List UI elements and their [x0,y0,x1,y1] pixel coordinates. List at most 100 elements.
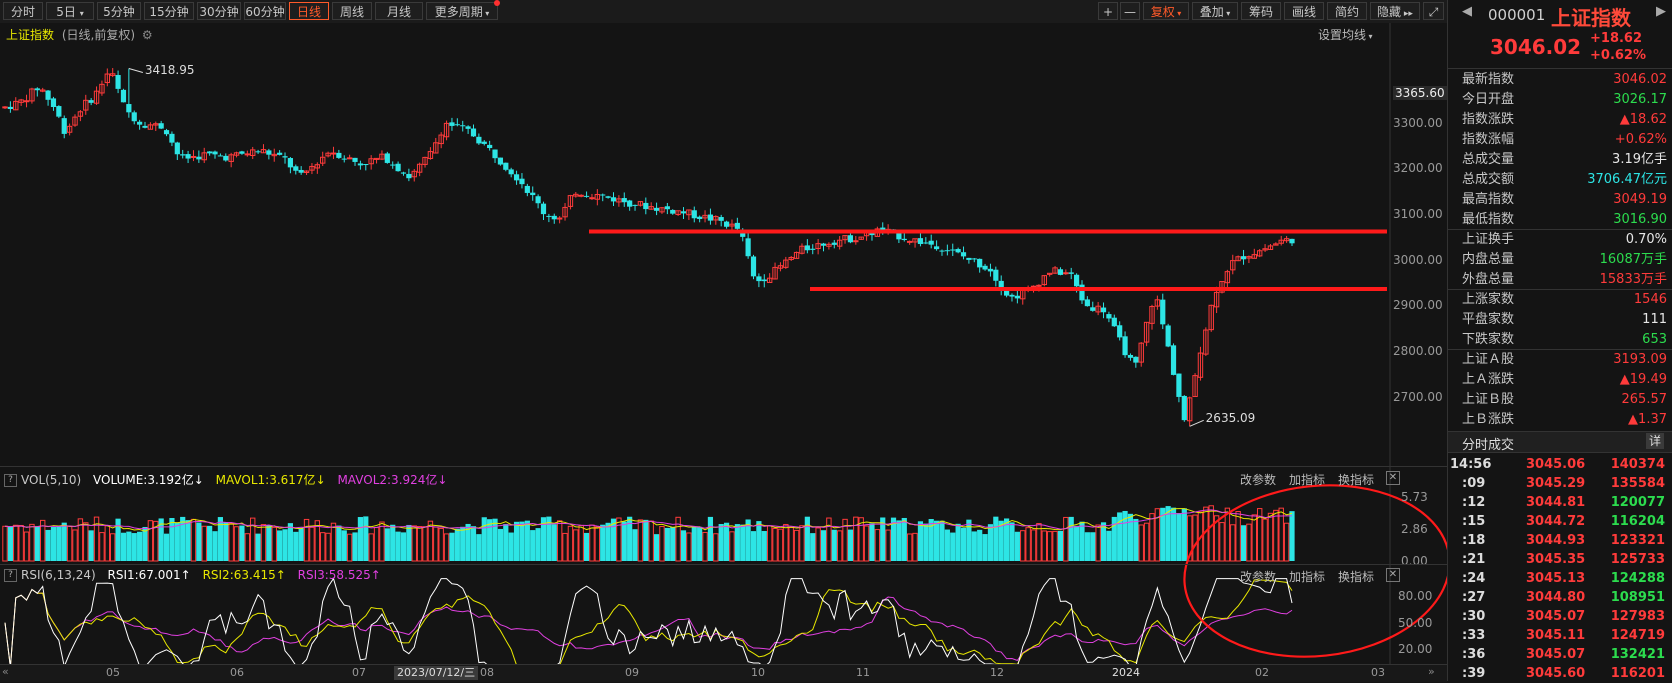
candle-body-up [1273,243,1279,246]
rsi3-line [4,588,1293,667]
simple-mode-button[interactable]: 简约 [1327,2,1367,20]
vol-add-indicator-button[interactable]: 加指标 [1289,473,1326,487]
candle-body-down [627,200,633,207]
volume-bar-down [115,518,121,561]
scroll-left-icon[interactable]: « [2,665,9,678]
volume-bar-up [39,519,46,562]
rsi-add-indicator-button[interactable]: 加指标 [1289,570,1326,584]
volume-bar-up [244,533,251,562]
period-tab-weekly[interactable]: 周线 [332,2,372,20]
candle-body-down [621,198,627,203]
index-subtitle: (日线,前复权) [61,28,136,42]
volume-bar-down [277,530,283,561]
tick-price: 3045.11 [1526,628,1586,643]
period-tab-5day[interactable]: 5日 ▾ [46,2,94,20]
rsi-change-params-button[interactable]: 改参数 [1240,570,1277,584]
quote-stat-row: 总成交额 3706.47亿元 [1462,170,1667,189]
period-tab-30min[interactable]: 30分钟 [197,2,241,20]
zoom-out-button[interactable]: — [1120,2,1140,20]
volume-bar-down [174,522,180,561]
volume-bar-down [761,531,767,561]
help-icon[interactable]: ? [4,569,17,582]
volume-axis-label: 0.00 [1401,554,1428,568]
candle-body-up [1046,272,1053,275]
period-tab-60min[interactable]: 60分钟 [244,2,286,20]
period-tab-daily[interactable]: 日线 [289,2,329,20]
vol-switch-indicator-button[interactable]: 换指标 [1338,473,1375,487]
chip-distribution-button[interactable]: 筹码 [1241,2,1281,20]
zoom-in-button[interactable]: + [1098,2,1118,20]
fullscreen-button[interactable]: ⤢ [1423,2,1444,20]
arrow-up-icon: ↑ [370,568,381,582]
next-stock-icon[interactable]: ▶ [1656,4,1666,19]
candle-body-down [1240,256,1247,260]
period-tab-15min[interactable]: 15分钟 [144,2,194,20]
candle-body-down [293,166,299,171]
gear-icon[interactable]: ⚙ [141,28,153,42]
volume-bar-down [180,516,186,561]
candle-body-up [29,88,35,102]
volume-bar-down [664,527,670,561]
volume-bar-down [810,533,816,561]
volume-bar-up [109,533,116,562]
volume-bar-up [713,533,719,562]
close-icon[interactable]: ✕ [1386,568,1400,582]
dropdown-arrow-icon: ▾ [79,9,84,18]
close-icon[interactable]: ✕ [1386,471,1400,485]
candle-body-up [2,106,8,109]
candle-body-down [196,156,202,160]
volume-bar-up [648,520,654,562]
tick-volume: 124719 [1610,628,1665,643]
candle-body-up [368,158,374,165]
hide-panel-button[interactable]: 隐藏 ▸▸ [1370,2,1420,20]
candle-body-down [880,227,886,232]
volume-bar-down [917,521,924,561]
stock-code: 000001 [1488,6,1546,24]
prev-stock-icon[interactable]: ◀ [1462,4,1472,19]
kline-chart-area[interactable]: 上证指数 (日线,前复权) ⚙ 设置均线 ▾ 3365.60 3300.00 320… [0,23,1447,682]
candle-body-down [670,209,676,214]
volume-bar-up [309,526,315,562]
candle-body-down [1133,356,1139,363]
draw-line-button[interactable]: 画线 [1284,2,1324,20]
candle-body-up [1203,329,1209,355]
volume-bar-up [416,525,423,562]
ma-settings-button[interactable]: 设置均线 ▾ [1318,26,1373,43]
period-tab-fenshi[interactable]: 分时 [3,2,43,20]
candle-body-up [77,111,84,117]
time-axis-label: 12 [990,666,1004,679]
volume-bar-up [863,525,870,562]
period-tab-5min[interactable]: 5分钟 [97,2,141,20]
volume-bar-down [632,529,638,561]
candle-body-down [643,202,649,210]
quote-stat-row: 上证Ｂ股 265.57 [1462,390,1667,409]
quote-stat-label: 今日开盘 [1462,92,1515,107]
rsi-switch-indicator-button[interactable]: 换指标 [1338,570,1375,584]
volume-bar-up [567,525,574,562]
ma-settings-label: 设置均线 [1318,28,1367,42]
scroll-right-icon[interactable]: » [1428,665,1435,678]
volume-bar-down [1079,521,1085,561]
candle-body-up [72,116,78,126]
overlay-label: 叠加 [1199,5,1224,19]
candle-body-up [616,198,622,203]
period-tab-more[interactable]: 更多周期 ▾ [426,0,500,20]
volume-bar-up [1036,523,1042,562]
adjust-rights-button[interactable]: 复权 ▾ [1143,2,1189,20]
candlestick-series [2,68,1295,427]
volume-bar-down [993,516,999,561]
volume-bar-down [196,522,202,561]
quote-stat-row: 下跌家数 653 [1462,330,1667,349]
vol-change-params-button[interactable]: 改参数 [1240,473,1277,487]
volume-bar-up [99,532,105,562]
volume-bar-up [1246,523,1252,562]
period-tab-monthly[interactable]: 月线 [375,2,423,20]
quote-stat-row: 平盘家数 111 [1462,310,1667,329]
candle-body-down [282,156,288,158]
candle-body-down [756,276,762,282]
hide-panel-label: 隐藏 [1377,5,1402,19]
adjust-rights-label: 复权 [1150,5,1175,19]
help-icon[interactable]: ? [4,474,17,487]
ticks-detail-button[interactable]: 详 [1646,433,1664,449]
overlay-button[interactable]: 叠加 ▾ [1192,2,1238,20]
